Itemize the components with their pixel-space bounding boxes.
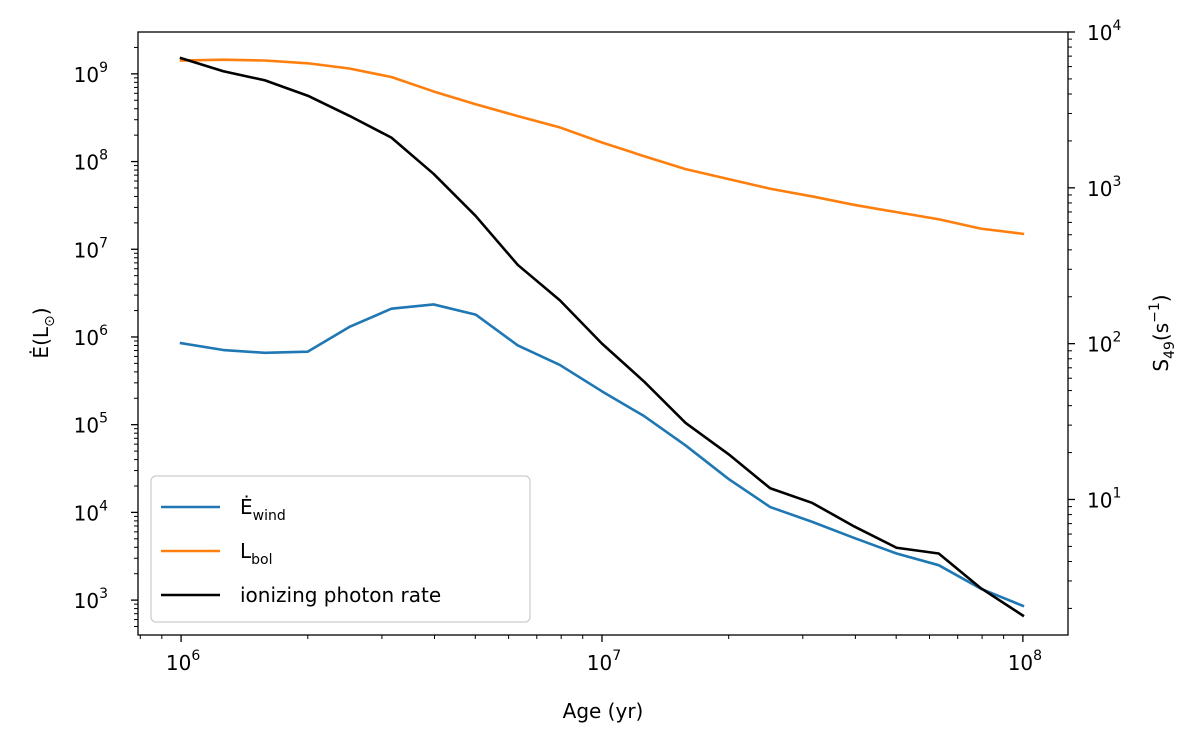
plot-frame (137, 31, 1069, 636)
legend-frame (150, 475, 531, 623)
y-left-tick-label: 106 (74, 323, 108, 350)
y-left-tick-label: 104 (74, 498, 108, 525)
series-line-2 (179, 56, 1025, 618)
major-ticks: 106 107 108 103 104 105 106 107 108 109 101 102 103 1… (74, 18, 1122, 675)
y-right-axis-label: S49(s−1) (1147, 294, 1178, 371)
y-left-tick-label: 109 (74, 60, 108, 87)
x-tick-label: 107 (587, 648, 621, 675)
x-tick-label: 108 (1008, 648, 1042, 675)
legend-label-bol: Lbol (240, 539, 273, 568)
legend-label-wind: Ėwind (240, 495, 286, 524)
y-right-tick-label: 102 (1087, 330, 1121, 357)
y-left-tick-label: 105 (74, 411, 108, 438)
series-line-1 (179, 58, 1025, 236)
y-right-tick-label: 101 (1087, 485, 1121, 512)
y-right-tick-label: 104 (1087, 18, 1121, 45)
y-right-tick-label: 103 (1087, 174, 1121, 201)
minor-ticks (134, 38, 1072, 639)
y-left-axis-label: Ė(L⊙) (29, 307, 58, 358)
x-tick-label: 106 (166, 648, 200, 675)
y-left-tick-label: 107 (74, 235, 108, 262)
legend-label-ionizing: ionizing photon rate (240, 583, 441, 607)
y-left-tick-label: 108 (74, 148, 108, 175)
series-line-0 (179, 303, 1025, 608)
legend: Ėwind Lbol ionizing photon rate (150, 475, 531, 623)
y-left-tick-label: 103 (74, 586, 108, 613)
x-axis-label: Age (yr) (563, 699, 644, 723)
series-layer (179, 56, 1025, 618)
